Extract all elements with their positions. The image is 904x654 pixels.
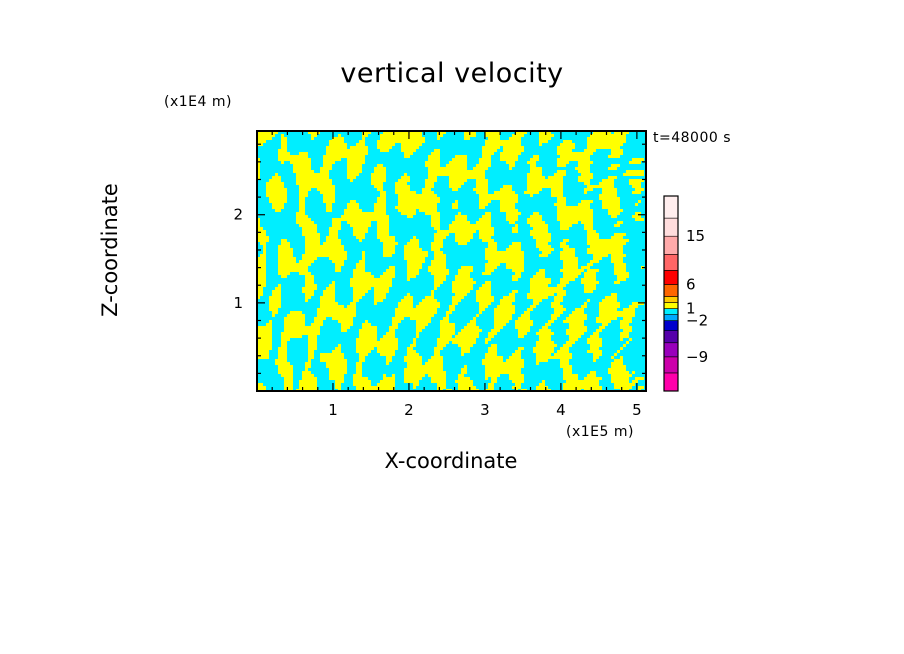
- plot-frame: [256, 130, 647, 392]
- positive-velocity-regions: [257, 131, 644, 391]
- x-axis-label: X-coordinate: [384, 449, 518, 473]
- x-tick-label: 2: [404, 401, 414, 419]
- x-tick-label: 1: [328, 401, 338, 419]
- colorbar-segment: [663, 217, 679, 237]
- colorbar-tick-label: 1: [686, 300, 696, 318]
- velocity-field: [257, 131, 646, 391]
- y-tick-label: 2: [233, 206, 243, 224]
- x-unit-label: (x1E5 m): [566, 424, 634, 440]
- x-axis-label-wrap: X-coordinate: [0, 449, 904, 473]
- axes: 1 2 3 4 5 1 2: [233, 130, 647, 419]
- colorbar-segment: [663, 270, 679, 285]
- x-tick-label: 5: [632, 401, 642, 419]
- colorbar-segment: [663, 253, 679, 271]
- colorbar-segment: [663, 342, 679, 358]
- time-label: t=48000 s: [653, 130, 731, 146]
- colorbar-segment: [663, 330, 679, 344]
- colorbar-segment: [663, 314, 679, 321]
- x-tick-label: 3: [480, 401, 490, 419]
- colorbar-frame: [663, 195, 679, 392]
- colorbar-segment: [663, 302, 679, 309]
- colorbar-segment: [663, 235, 679, 255]
- colorbar-segment: [663, 356, 679, 374]
- y-unit-label: (x1E4 m): [164, 94, 232, 110]
- colorbar-segment: [663, 372, 679, 392]
- chart-title: vertical velocity: [340, 58, 564, 89]
- x-tick-label: 4: [556, 401, 566, 419]
- colorbar-segment: [663, 284, 679, 297]
- colorbar-segment: [663, 296, 679, 303]
- colorbar-segment: [663, 320, 679, 331]
- colorbar-tick-label: 15: [686, 227, 705, 245]
- y-tick-label: 1: [233, 294, 243, 312]
- colorbar-segment: [663, 308, 679, 315]
- colorbar-tick-label: 6: [686, 275, 696, 293]
- colorbar-segment: [663, 195, 679, 219]
- colorbar: 15 6 1−2 −9: [663, 195, 708, 392]
- colorbar-tick-label: −2: [686, 312, 708, 330]
- colorbar-tick-label: −9: [686, 348, 708, 366]
